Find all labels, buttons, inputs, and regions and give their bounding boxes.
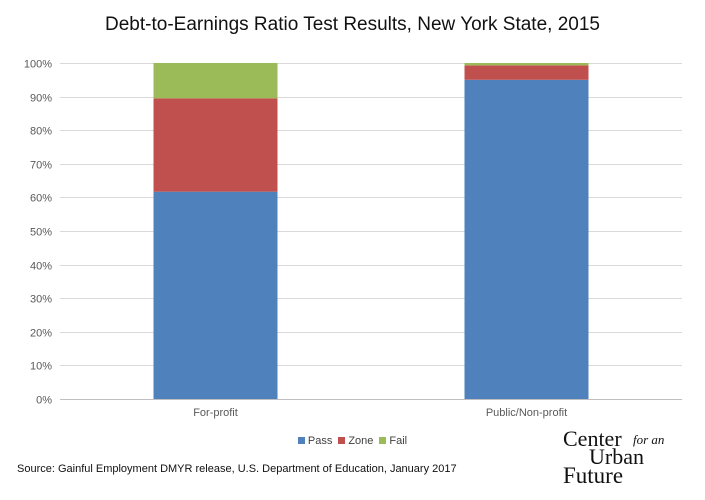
y-tick-label: 100% bbox=[24, 59, 52, 71]
y-tick-label: 50% bbox=[30, 227, 52, 239]
bar-segment-pass bbox=[153, 191, 278, 399]
legend-label: Fail bbox=[389, 435, 408, 447]
y-tick-label: 30% bbox=[30, 294, 52, 306]
logo-line-future: Future bbox=[563, 463, 624, 488]
legend-item-fail: Fail bbox=[379, 435, 407, 447]
legend-item-zone: Zone bbox=[338, 435, 373, 447]
logo-line-center: Center bbox=[563, 426, 622, 451]
bar-segment-fail bbox=[464, 63, 589, 66]
legend-swatch bbox=[379, 437, 387, 444]
bar-segment-pass bbox=[464, 79, 589, 400]
legend-label: Zone bbox=[348, 435, 374, 447]
legend-swatch bbox=[297, 437, 305, 444]
source-note: Source: Gainful Employment DMYR release,… bbox=[17, 463, 457, 475]
y-tick-label: 0% bbox=[36, 395, 52, 407]
y-tick-label: 60% bbox=[30, 193, 52, 205]
legend-swatch bbox=[338, 437, 346, 444]
x-tick-label: Public/Non-profit bbox=[486, 407, 567, 419]
y-tick-label: 40% bbox=[30, 261, 52, 273]
logo-line-for-an: for an bbox=[633, 432, 665, 447]
logo-line-urban: Urban bbox=[589, 444, 644, 469]
bar-segment-fail bbox=[153, 63, 278, 99]
center-for-urban-future-logo: Center for an Urban Future bbox=[563, 426, 683, 492]
chart-title: Debt-to-Earnings Ratio Test Results, New… bbox=[105, 14, 600, 35]
legend-item-pass: Pass bbox=[297, 435, 333, 447]
y-tick-label: 90% bbox=[30, 93, 52, 105]
legend-label: Pass bbox=[307, 435, 333, 447]
y-tick-label: 80% bbox=[30, 126, 52, 138]
y-tick-label: 70% bbox=[30, 160, 52, 172]
bar-segment-zone bbox=[153, 98, 278, 192]
y-tick-label: 20% bbox=[30, 328, 52, 340]
chart-legend: Pass Zone Fail bbox=[0, 435, 705, 447]
bar-segment-zone bbox=[464, 65, 589, 80]
y-tick-label: 10% bbox=[30, 361, 52, 373]
x-tick-label: For-profit bbox=[193, 407, 238, 419]
